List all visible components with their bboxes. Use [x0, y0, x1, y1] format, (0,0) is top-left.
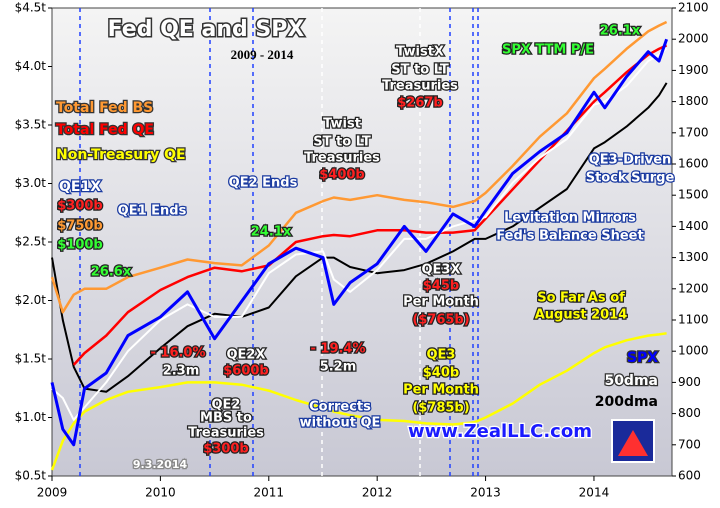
annotation: 9.3.2014 — [133, 458, 188, 471]
annotation: QE1 Ends — [118, 204, 187, 219]
y2-tick-label: 1600 — [678, 157, 709, 171]
y2-tick-label: 600 — [678, 469, 701, 483]
annotation: Treasuries — [382, 79, 458, 94]
y-tick-label: $0.5t — [15, 469, 47, 483]
plot-area — [51, 7, 673, 477]
plot-layer — [50, 8, 669, 476]
annotation: Levitation Mirrors — [504, 211, 636, 226]
y2-tick-label: 1300 — [678, 250, 709, 264]
annotation: $40b — [423, 366, 459, 381]
annotation: 24.1x — [251, 225, 292, 240]
annotation: ST to LT — [313, 135, 371, 150]
annotation: Per Month — [403, 383, 479, 398]
annotation: Stock Surge — [586, 171, 675, 186]
annotation: QE2 — [212, 398, 241, 413]
y2-tick-label: 1500 — [678, 188, 709, 202]
annotation: QE3-Driven — [589, 153, 672, 168]
legend-entry: 50dma — [604, 373, 658, 389]
y-tick-label: $4.0t — [15, 59, 47, 73]
chart-title: Fed QE and SPX — [108, 17, 305, 42]
series-line — [50, 332, 667, 471]
annotation: $750b — [57, 219, 103, 234]
series-line — [50, 20, 668, 314]
x-tick-label: 2014 — [579, 486, 610, 500]
x-tick-label: 2011 — [254, 486, 285, 500]
y-tick-label: $3.0t — [15, 176, 47, 190]
annotation: 26.1x — [600, 24, 641, 39]
y-tick-label: $1.0t — [15, 410, 47, 424]
logo — [611, 419, 655, 463]
annotation: $600b — [223, 364, 269, 379]
y2-tick-label: 1800 — [678, 94, 709, 108]
annotation: ($765b) — [412, 313, 469, 328]
annotation: ST to LT — [391, 63, 449, 78]
annotation: $300b — [203, 442, 249, 457]
annotation: QE2X — [227, 348, 266, 363]
annotation: $45b — [423, 279, 459, 294]
legend-entry: Non-Treasury QE — [56, 147, 186, 163]
annotation: Per Month — [403, 295, 479, 310]
annotation: 5.2m — [320, 360, 357, 375]
y2-tick-label: 1400 — [678, 219, 709, 233]
annotation: - 19.4% — [310, 342, 365, 357]
annotation: Twist — [323, 117, 361, 132]
annotation: www.ZealLLC.com — [408, 421, 592, 442]
annotation: TwistX — [396, 45, 444, 60]
annotation: Corrects — [309, 400, 371, 415]
legend-entry: Total Fed QE — [56, 122, 154, 138]
x-tick-label: 2010 — [145, 486, 176, 500]
y-tick-label: $4.5t — [15, 1, 47, 15]
y2-tick-label: 2000 — [678, 32, 709, 46]
annotation: - 16.0% — [150, 346, 205, 361]
y-tick-label: $2.5t — [15, 235, 47, 249]
annotation: Fed's Balance Sheet — [496, 229, 643, 244]
legend-entry: Total Fed BS — [56, 100, 153, 116]
y2-tick-label: 1700 — [678, 125, 709, 139]
series-line — [51, 82, 668, 393]
annotation: $400b — [319, 168, 365, 183]
y-tick-label: $2.0t — [15, 293, 47, 307]
annotation: August 2014 — [535, 308, 628, 323]
annotation: QE2 Ends — [229, 176, 298, 191]
series-line — [50, 38, 669, 447]
annotation: QE1X — [59, 179, 101, 195]
x-tick-label: 2012 — [362, 486, 393, 500]
y-tick-label: $3.5t — [15, 118, 47, 132]
y2-tick-label: 800 — [678, 406, 701, 420]
annotation: 26.6x — [91, 265, 132, 280]
series-line — [51, 47, 668, 421]
chart-subtitle: 2009 - 2014 — [231, 47, 294, 62]
annotation: 2.3m — [163, 364, 200, 379]
y-tick-label: $1.5t — [15, 352, 47, 366]
y2-tick-label: 900 — [678, 375, 701, 389]
x-tick-label: 2009 — [37, 486, 68, 500]
annotation: $300b — [57, 199, 103, 214]
annotation: So Far As of — [537, 291, 625, 306]
y2-tick-label: 2100 — [678, 1, 709, 15]
annotation: $267b — [397, 96, 443, 111]
legend-entry: 200dma — [595, 394, 658, 410]
y2-tick-label: 1900 — [678, 63, 709, 77]
annotation: SPX TTM P/E — [502, 43, 594, 58]
y2-tick-label: 1100 — [678, 313, 709, 327]
series-line — [72, 44, 668, 366]
y2-tick-label: 1200 — [678, 281, 709, 295]
y2-tick-label: 1000 — [678, 344, 709, 358]
annotation: QE3 — [427, 348, 456, 363]
annotation: Treasuries — [188, 426, 264, 441]
annotation: QE3X — [422, 263, 461, 278]
annotation: MBS to — [200, 411, 252, 426]
annotation: Treasuries — [304, 151, 380, 166]
annotation: without QE — [300, 416, 381, 431]
x-tick-label: 2013 — [470, 486, 501, 500]
annotation: ($785b) — [412, 401, 469, 416]
annotation: $100b — [57, 238, 103, 253]
legend-entry: SPX — [627, 350, 658, 366]
y2-tick-label: 700 — [678, 437, 701, 451]
